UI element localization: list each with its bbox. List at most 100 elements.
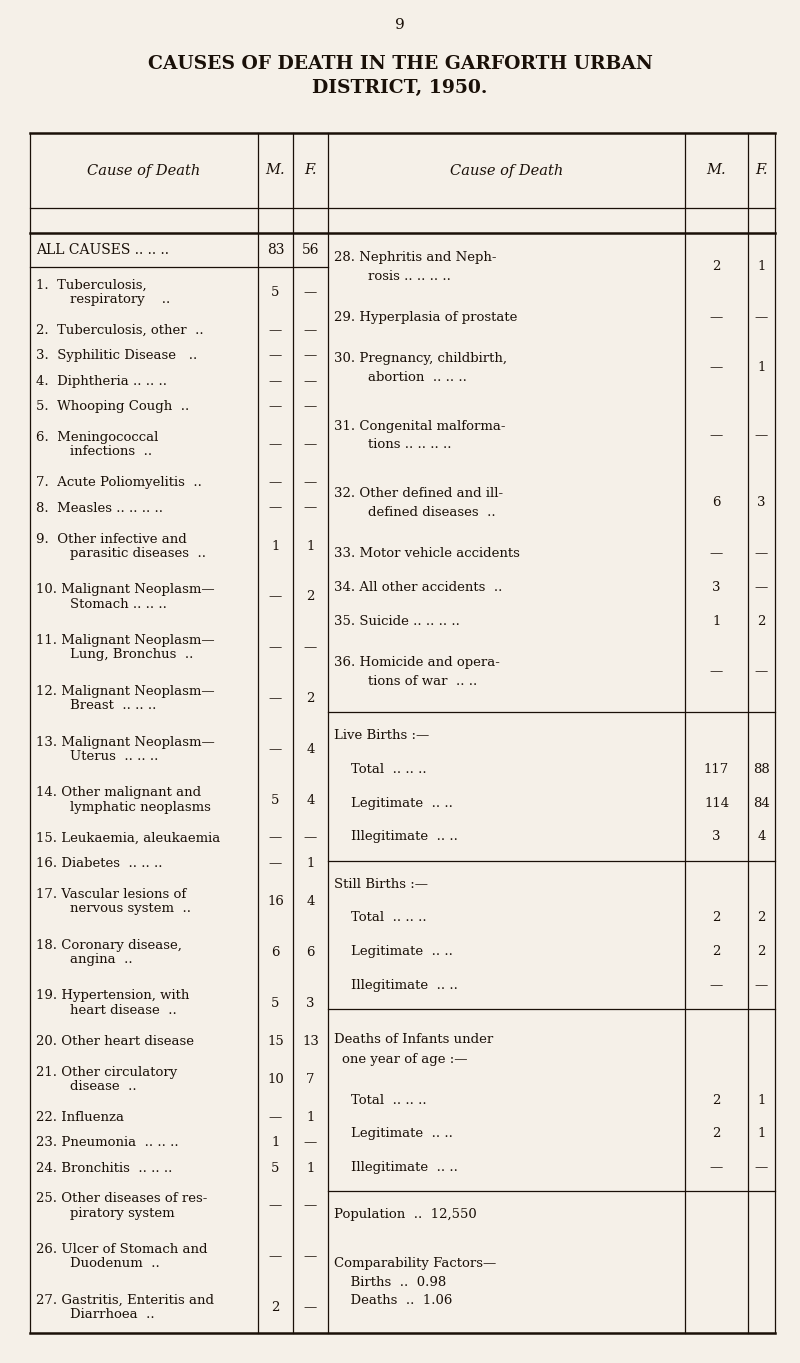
Text: —: — (304, 375, 317, 387)
Text: 16: 16 (267, 895, 284, 908)
Text: nervous system  ..: nervous system .. (36, 902, 191, 915)
Text: 36. Homicide and opera-: 36. Homicide and opera- (334, 656, 500, 669)
Text: 2: 2 (712, 1127, 721, 1141)
Text: 12. Malignant Neoplasm—: 12. Malignant Neoplasm— (36, 684, 214, 698)
Text: —: — (304, 349, 317, 363)
Text: —: — (269, 349, 282, 363)
Text: 88: 88 (753, 763, 770, 776)
Text: 3: 3 (758, 496, 766, 510)
Text: 1: 1 (306, 1111, 314, 1123)
Text: 9: 9 (395, 18, 405, 31)
Text: 7: 7 (306, 1073, 314, 1086)
Text: 34. All other accidents  ..: 34. All other accidents .. (334, 581, 502, 594)
Text: 3: 3 (712, 581, 721, 594)
Text: 2: 2 (306, 692, 314, 705)
Text: —: — (304, 641, 317, 654)
Text: 2: 2 (712, 945, 721, 958)
Text: 33. Motor vehicle accidents: 33. Motor vehicle accidents (334, 547, 520, 560)
Text: —: — (269, 502, 282, 515)
Text: 5: 5 (271, 996, 280, 1010)
Text: —: — (269, 1111, 282, 1123)
Text: —: — (269, 438, 282, 451)
Text: ALL CAUSES .. .. ..: ALL CAUSES .. .. .. (36, 243, 169, 258)
Text: 10. Malignant Neoplasm—: 10. Malignant Neoplasm— (36, 583, 214, 597)
Text: 22. Influenza: 22. Influenza (36, 1111, 124, 1123)
Text: tions of war  .. ..: tions of war .. .. (334, 675, 478, 687)
Text: 15: 15 (267, 1035, 284, 1048)
Text: 2: 2 (271, 1302, 280, 1314)
Text: 3: 3 (306, 996, 314, 1010)
Text: lymphatic neoplasms: lymphatic neoplasms (36, 800, 211, 814)
Text: 21. Other circulatory: 21. Other circulatory (36, 1066, 178, 1078)
Text: heart disease  ..: heart disease .. (36, 1003, 177, 1017)
Text: 2: 2 (758, 615, 766, 627)
Text: 117: 117 (704, 763, 729, 776)
Text: 15. Leukaemia, aleukaemia: 15. Leukaemia, aleukaemia (36, 831, 220, 845)
Text: —: — (304, 286, 317, 298)
Text: Deaths of Infants under: Deaths of Infants under (334, 1033, 494, 1045)
Text: 24. Bronchitis  .. .. ..: 24. Bronchitis .. .. .. (36, 1161, 172, 1175)
Text: Uterus  .. .. ..: Uterus .. .. .. (36, 750, 158, 763)
Text: —: — (304, 1199, 317, 1213)
Text: Stomach .. .. ..: Stomach .. .. .. (36, 597, 167, 611)
Text: abortion  .. .. ..: abortion .. .. .. (334, 371, 467, 384)
Text: 1: 1 (758, 1093, 766, 1107)
Text: piratory system: piratory system (36, 1206, 174, 1220)
Text: —: — (710, 361, 723, 375)
Text: 4: 4 (758, 830, 766, 844)
Text: Illegitimate  .. ..: Illegitimate .. .. (334, 979, 458, 992)
Text: 14. Other malignant and: 14. Other malignant and (36, 786, 201, 799)
Text: 2.  Tuberculosis, other  ..: 2. Tuberculosis, other .. (36, 324, 204, 337)
Text: Legitimate  .. ..: Legitimate .. .. (334, 797, 453, 810)
Text: Duodenum  ..: Duodenum .. (36, 1258, 160, 1270)
Text: 1: 1 (271, 1137, 280, 1149)
Text: —: — (710, 665, 723, 679)
Text: M.: M. (266, 164, 286, 177)
Text: DISTRICT, 1950.: DISTRICT, 1950. (312, 79, 488, 97)
Text: 25. Other diseases of res-: 25. Other diseases of res- (36, 1193, 207, 1205)
Text: 2: 2 (758, 945, 766, 958)
Text: Legitimate  .. ..: Legitimate .. .. (334, 945, 453, 958)
Text: Still Births :—: Still Births :— (334, 878, 428, 891)
Text: —: — (269, 1199, 282, 1213)
Text: —: — (269, 857, 282, 870)
Text: —: — (710, 979, 723, 992)
Text: Legitimate  .. ..: Legitimate .. .. (334, 1127, 453, 1141)
Text: 9.  Other infective and: 9. Other infective and (36, 533, 186, 545)
Text: 1: 1 (758, 361, 766, 375)
Text: one year of age :—: one year of age :— (342, 1054, 467, 1066)
Text: 32. Other defined and ill-: 32. Other defined and ill- (334, 487, 503, 500)
Text: —: — (269, 476, 282, 489)
Text: defined diseases  ..: defined diseases .. (334, 506, 496, 519)
Text: rosis .. .. .. ..: rosis .. .. .. .. (334, 270, 451, 282)
Text: 6: 6 (271, 946, 280, 958)
Text: 1: 1 (758, 260, 766, 273)
Text: 4: 4 (306, 743, 314, 755)
Text: 1: 1 (712, 615, 721, 627)
Text: 13. Malignant Neoplasm—: 13. Malignant Neoplasm— (36, 736, 214, 748)
Text: —: — (269, 743, 282, 755)
Text: 3: 3 (712, 830, 721, 844)
Text: 26. Ulcer of Stomach and: 26. Ulcer of Stomach and (36, 1243, 207, 1257)
Text: Comparability Factors—: Comparability Factors— (334, 1257, 496, 1270)
Text: —: — (710, 311, 723, 324)
Text: 6.  Meningococcal: 6. Meningococcal (36, 431, 158, 444)
Text: 29. Hyperplasia of prostate: 29. Hyperplasia of prostate (334, 311, 518, 324)
Text: 4: 4 (306, 793, 314, 807)
Text: —: — (269, 692, 282, 705)
Text: —: — (269, 401, 282, 413)
Text: disease  ..: disease .. (36, 1079, 137, 1093)
Text: 2: 2 (712, 260, 721, 273)
Text: 2: 2 (758, 912, 766, 924)
Text: 1: 1 (306, 540, 314, 552)
Text: 18. Coronary disease,: 18. Coronary disease, (36, 939, 182, 951)
Text: Illegitimate  .. ..: Illegitimate .. .. (334, 830, 458, 844)
Text: —: — (304, 1250, 317, 1264)
Text: Cause of Death: Cause of Death (450, 164, 563, 177)
Text: —: — (269, 324, 282, 337)
Text: —: — (710, 429, 723, 442)
Text: —: — (269, 1250, 282, 1264)
Text: 11. Malignant Neoplasm—: 11. Malignant Neoplasm— (36, 634, 214, 647)
Text: 17. Vascular lesions of: 17. Vascular lesions of (36, 887, 186, 901)
Text: —: — (755, 581, 768, 594)
